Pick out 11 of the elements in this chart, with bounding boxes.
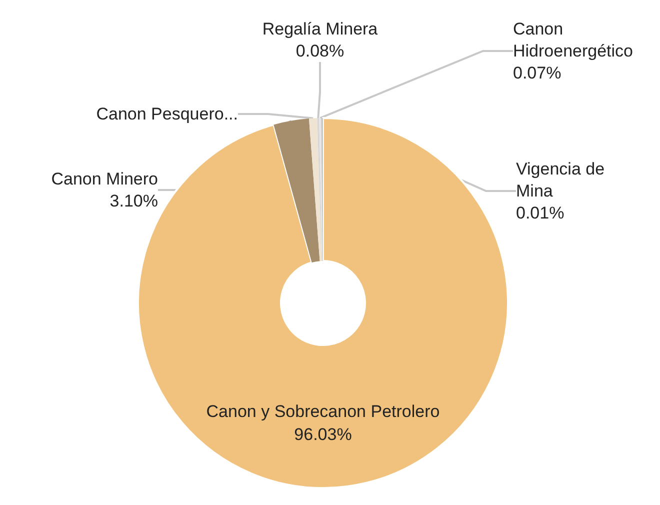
data-label: 0.08% — [296, 42, 344, 60]
data-label: 3.10% — [110, 192, 158, 210]
slice-label: Vigencia de Mina — [516, 160, 610, 200]
data-label: 0.07% — [513, 64, 562, 82]
slice-label: Canon Hidroenergético — [513, 20, 634, 60]
slice-label: Canon Pesquero... — [96, 104, 238, 124]
data-label: 96.03% — [294, 425, 352, 444]
data-label: 0.01% — [516, 204, 564, 222]
slice-label: Canon Minero — [51, 170, 158, 188]
slice-label: Regalía Minera — [262, 20, 378, 38]
slice-label: Canon y Sobrecanon Petrolero — [206, 402, 440, 421]
